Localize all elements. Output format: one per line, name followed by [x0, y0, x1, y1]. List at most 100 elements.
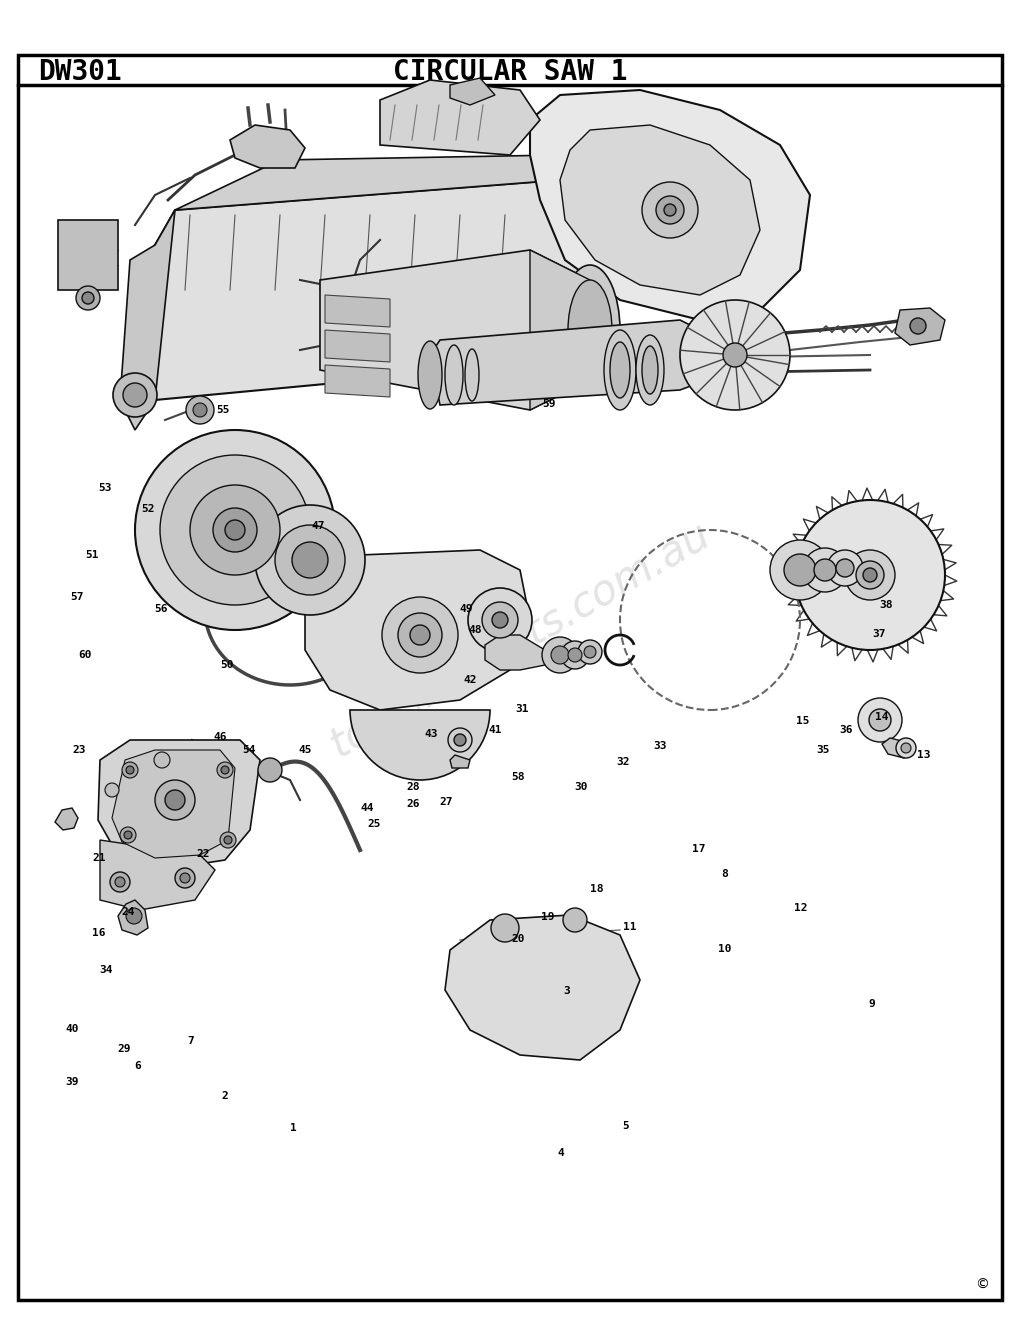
Text: 8: 8 — [720, 869, 728, 879]
Text: 29: 29 — [117, 1044, 130, 1053]
Circle shape — [110, 873, 129, 892]
Circle shape — [468, 587, 532, 652]
Text: 7: 7 — [186, 1036, 194, 1045]
Circle shape — [857, 698, 901, 742]
Circle shape — [135, 430, 334, 630]
Polygon shape — [175, 154, 559, 210]
Circle shape — [802, 548, 846, 591]
Text: 41: 41 — [488, 725, 501, 735]
Circle shape — [190, 484, 280, 576]
Circle shape — [453, 734, 466, 746]
Text: 43: 43 — [424, 729, 437, 738]
Circle shape — [165, 789, 184, 810]
Text: 18: 18 — [589, 884, 603, 894]
Circle shape — [126, 908, 142, 924]
Ellipse shape — [418, 341, 441, 409]
Text: 11: 11 — [623, 921, 636, 932]
Polygon shape — [894, 308, 944, 345]
Text: 16: 16 — [92, 928, 105, 937]
Text: 30: 30 — [574, 781, 587, 792]
Circle shape — [655, 195, 684, 224]
Circle shape — [224, 836, 231, 843]
Text: 58: 58 — [511, 772, 524, 781]
Text: 44: 44 — [361, 804, 374, 813]
Circle shape — [491, 612, 507, 628]
Circle shape — [185, 396, 214, 424]
Text: 14: 14 — [874, 713, 888, 722]
Text: 34: 34 — [100, 965, 113, 975]
Text: 38: 38 — [878, 601, 892, 610]
Circle shape — [836, 558, 853, 577]
Circle shape — [221, 766, 229, 774]
Text: 23: 23 — [72, 744, 86, 755]
Ellipse shape — [609, 342, 630, 399]
Circle shape — [126, 766, 133, 774]
Text: 9: 9 — [868, 999, 874, 1008]
Ellipse shape — [559, 265, 620, 395]
Text: CIRCULAR SAW 1: CIRCULAR SAW 1 — [392, 58, 627, 86]
Circle shape — [447, 729, 472, 752]
Circle shape — [895, 738, 915, 758]
Circle shape — [855, 561, 883, 589]
Polygon shape — [325, 330, 389, 362]
Text: 39: 39 — [65, 1077, 78, 1088]
Text: 37: 37 — [871, 628, 884, 639]
Text: 51: 51 — [85, 550, 99, 561]
Circle shape — [813, 558, 836, 581]
Polygon shape — [100, 840, 215, 909]
Polygon shape — [112, 750, 234, 858]
Circle shape — [160, 455, 310, 605]
Ellipse shape — [603, 330, 636, 411]
Text: 32: 32 — [615, 758, 630, 767]
Polygon shape — [484, 635, 544, 671]
Text: DW301: DW301 — [38, 58, 121, 86]
Circle shape — [722, 343, 746, 367]
Circle shape — [113, 374, 157, 417]
Circle shape — [123, 383, 147, 407]
Wedge shape — [350, 710, 489, 780]
Circle shape — [680, 300, 790, 411]
Ellipse shape — [568, 280, 611, 380]
Text: 54: 54 — [243, 744, 256, 755]
Polygon shape — [430, 319, 719, 405]
Text: 15: 15 — [796, 715, 809, 726]
Circle shape — [482, 602, 518, 638]
Circle shape — [255, 506, 365, 615]
Text: 33: 33 — [652, 741, 665, 751]
Polygon shape — [881, 738, 911, 758]
Text: 1: 1 — [289, 1123, 297, 1133]
Circle shape — [641, 182, 697, 238]
Text: 57: 57 — [70, 591, 84, 602]
Polygon shape — [229, 125, 305, 168]
Circle shape — [217, 762, 232, 777]
Text: 56: 56 — [154, 605, 167, 614]
Ellipse shape — [641, 346, 657, 393]
Text: 27: 27 — [439, 797, 452, 807]
Polygon shape — [449, 78, 494, 106]
Circle shape — [122, 762, 138, 777]
Polygon shape — [559, 125, 759, 294]
Polygon shape — [55, 808, 77, 830]
Polygon shape — [449, 755, 470, 768]
Polygon shape — [380, 81, 539, 154]
Circle shape — [560, 642, 588, 669]
Circle shape — [900, 743, 910, 752]
Text: 24: 24 — [121, 907, 135, 916]
Ellipse shape — [465, 348, 479, 401]
Circle shape — [490, 913, 519, 942]
Text: 49: 49 — [459, 605, 472, 614]
Text: 21: 21 — [92, 853, 105, 863]
Circle shape — [784, 554, 815, 586]
Text: 60: 60 — [78, 649, 92, 660]
Circle shape — [105, 783, 119, 797]
Polygon shape — [120, 210, 175, 430]
Text: ©: © — [974, 1278, 988, 1292]
Polygon shape — [325, 366, 389, 397]
Circle shape — [155, 780, 195, 820]
Circle shape — [562, 908, 586, 932]
Text: 40: 40 — [65, 1023, 78, 1034]
Text: 48: 48 — [469, 626, 482, 635]
Text: 12: 12 — [793, 903, 806, 913]
Polygon shape — [530, 249, 589, 411]
Text: 17: 17 — [692, 845, 705, 854]
